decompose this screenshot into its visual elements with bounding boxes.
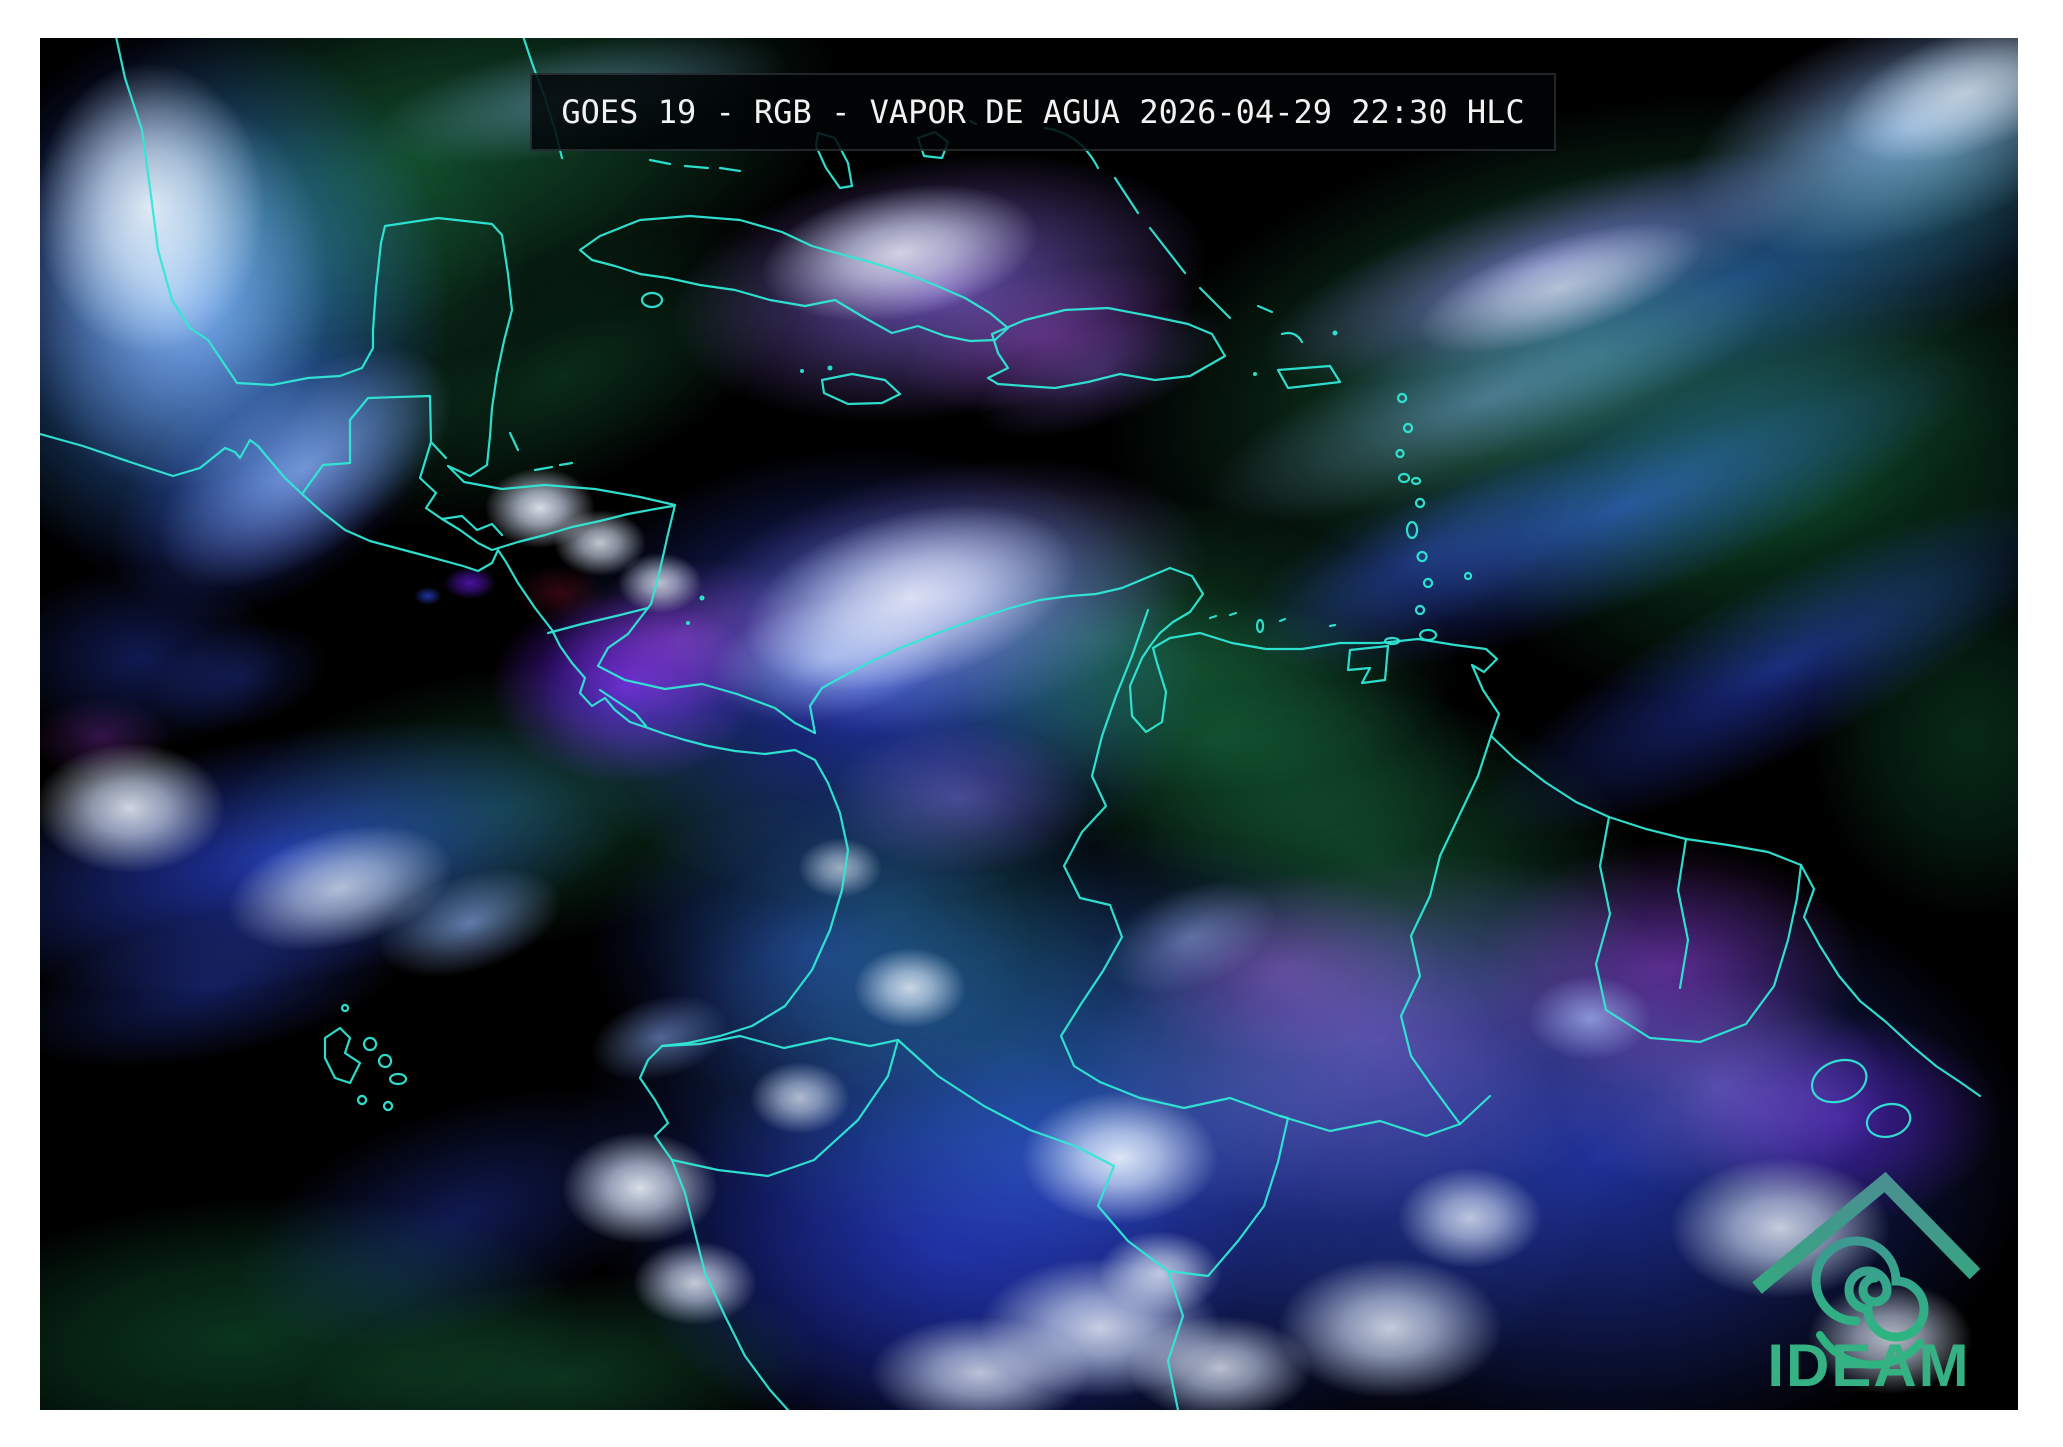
island-mona	[1253, 372, 1257, 376]
island-providencia	[699, 595, 705, 601]
roof-spiral-icon	[1752, 1171, 1981, 1369]
border-guyana-suriname-guiana	[1594, 815, 1803, 1044]
border-venezuela-guyana	[1399, 734, 1493, 1126]
border-honduras-nicaragua-costarica	[440, 504, 675, 728]
island-trinidad-tobago	[1346, 636, 1401, 685]
island-isla-juventud	[640, 291, 664, 309]
satellite-map-canvas	[40, 38, 2018, 1410]
border-venezuela-brazil	[1098, 1080, 1492, 1138]
island-hispaniola	[986, 306, 1227, 390]
image-title-text: GOES 19 - RGB - VAPOR DE AGUA 2026-04-29…	[561, 93, 1525, 131]
ideam-logo: IDEAM	[1752, 1171, 1981, 1399]
island-turks	[1332, 330, 1338, 336]
satellite-image: GOES 19 - RGB - VAPOR DE AGUA 2026-04-29…	[40, 38, 2018, 1410]
islands-galapagos	[323, 1003, 408, 1112]
image-title-bar: GOES 19 - RGB - VAPOR DE AGUA 2026-04-29…	[530, 73, 1556, 151]
island-san-andres	[686, 621, 690, 625]
island-cayman-2	[800, 369, 804, 373]
island-marajo-amazon	[1810, 1058, 1912, 1139]
coastline-pacific	[40, 432, 850, 1410]
island-cayman	[827, 365, 833, 371]
border-colombia-venezuela	[1059, 608, 1150, 1084]
island-puerto-rico	[1276, 364, 1342, 390]
coastline-south-america-caribbean-atlantic	[808, 566, 1982, 1098]
coastline-cuba	[578, 214, 1010, 343]
island-jamaica	[820, 372, 902, 406]
coastline-mexico-yucatan-central-america	[115, 38, 817, 735]
border-colombia-ecuador-peru	[660, 1034, 900, 1178]
border-colombia-peru-brazil	[896, 1038, 1290, 1410]
cloud-layer	[40, 38, 2018, 1410]
islands-bay-honduras-belize	[508, 431, 574, 472]
ideam-logo-text: IDEAM	[1767, 1332, 1970, 1399]
islands-abc-margarita	[1208, 611, 1438, 642]
islands-lesser-antilles	[1395, 392, 1473, 616]
